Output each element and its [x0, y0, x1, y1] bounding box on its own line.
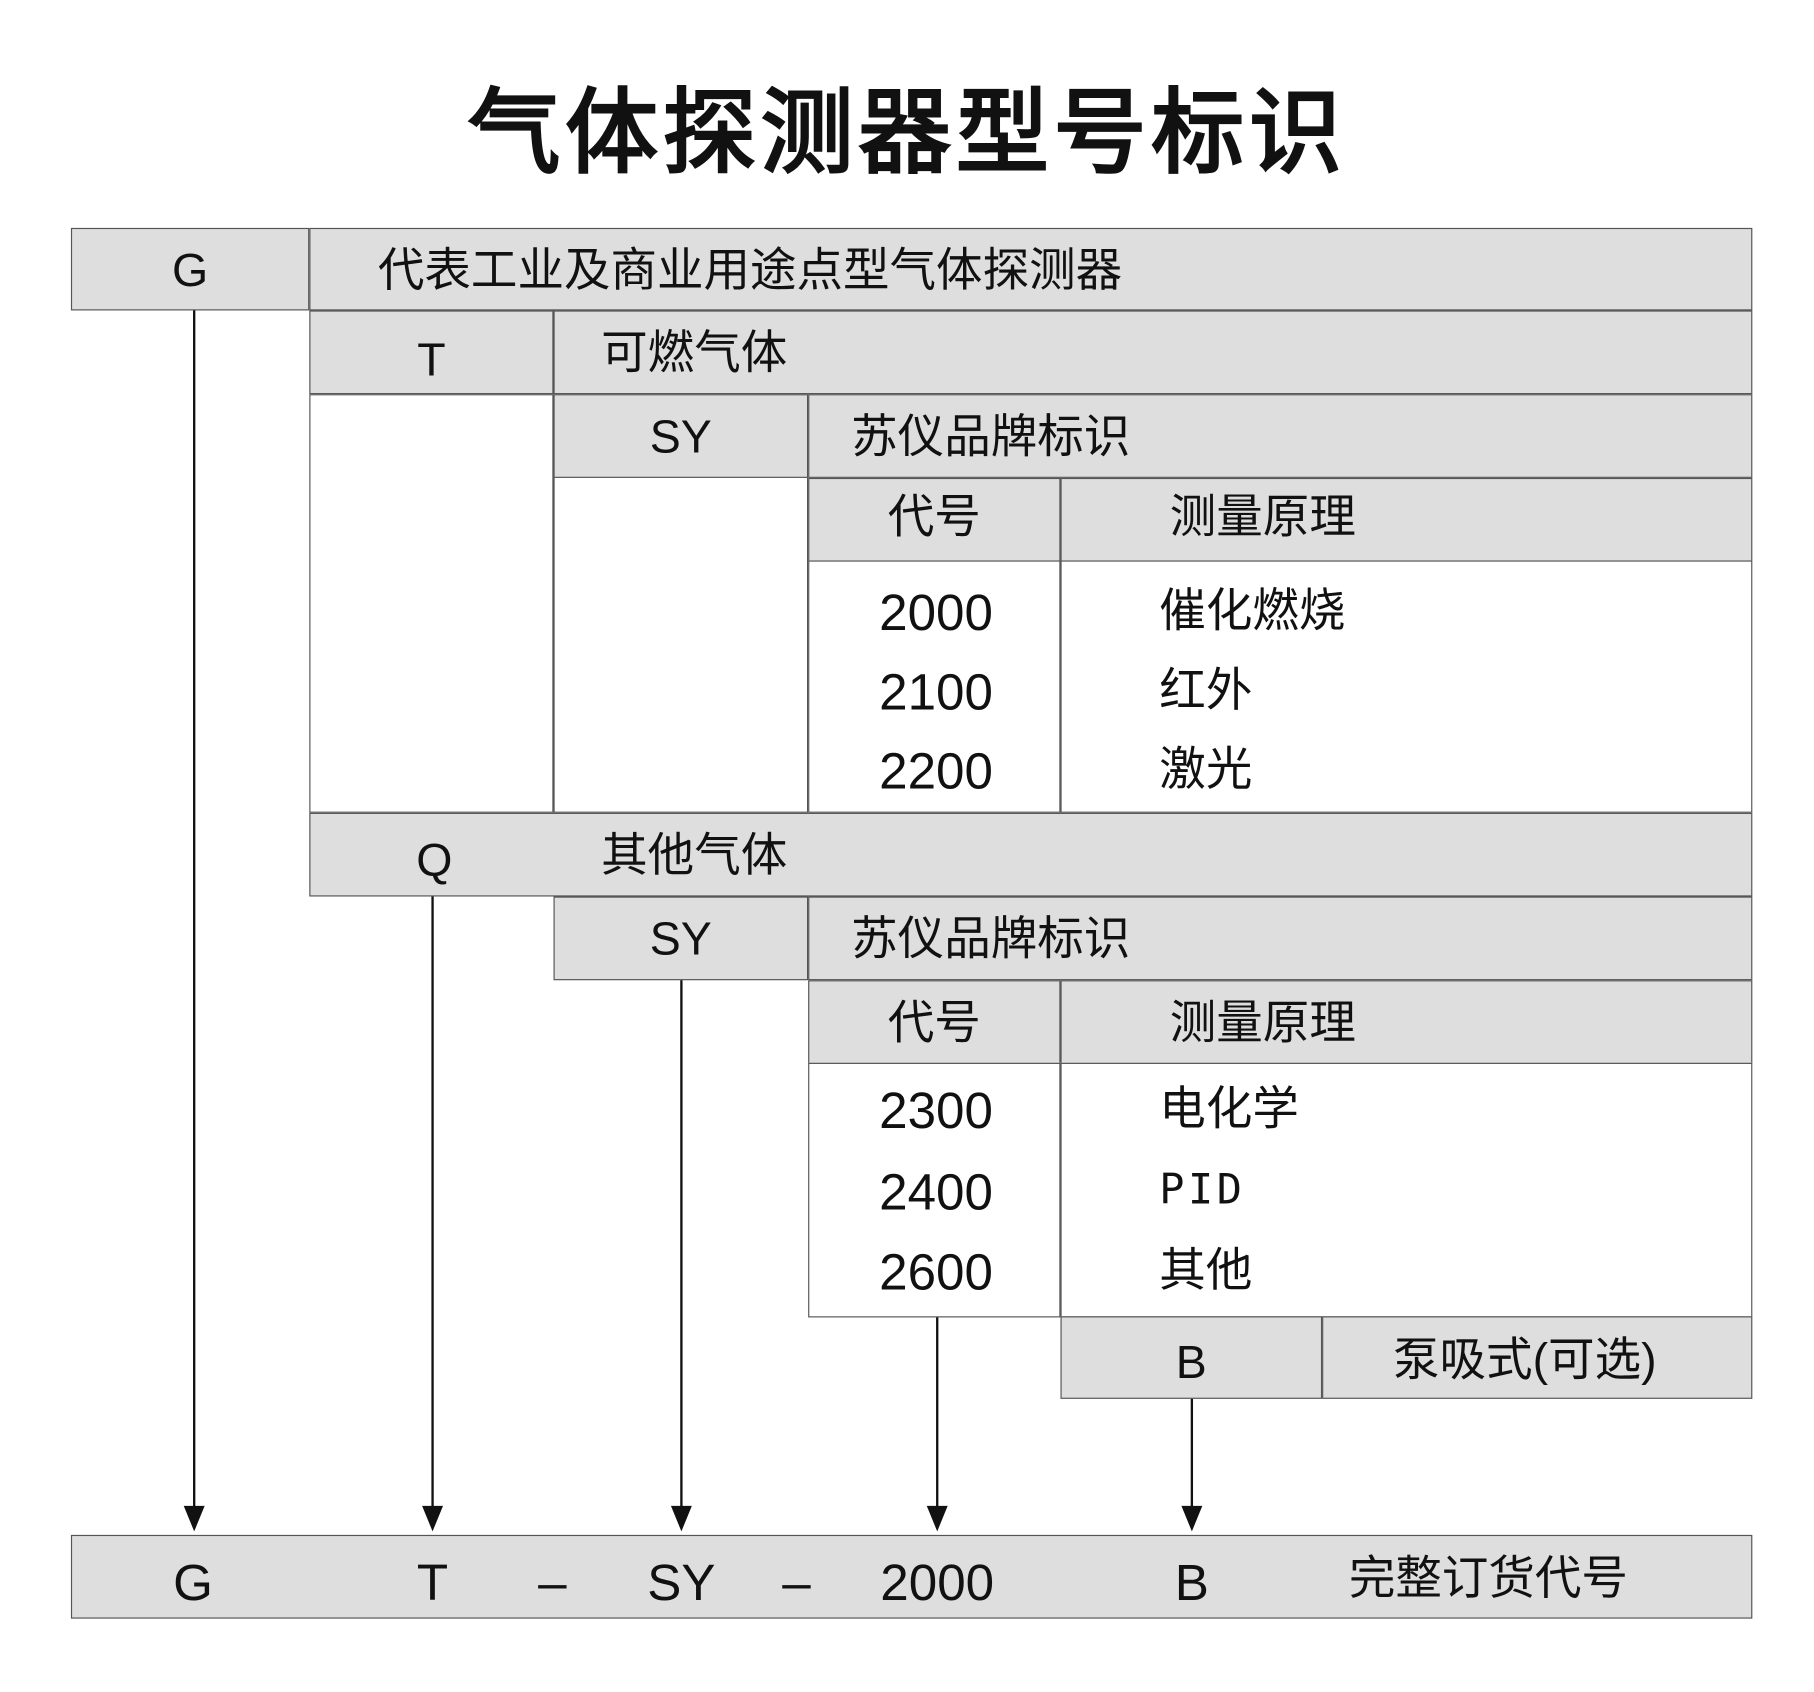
arrow-t-line	[431, 896, 434, 1509]
list1-code: 2100	[879, 663, 993, 721]
sy1-desc: 苏仪品牌标识	[851, 411, 1131, 463]
result-code: 2000	[880, 1554, 995, 1612]
list1-code: 2200	[879, 743, 993, 801]
q-code: Q	[416, 834, 453, 887]
arrow-g-line	[193, 310, 196, 1509]
result-dash: –	[538, 1554, 567, 1612]
g-desc: 代表工业及商业用途点型气体探测器	[377, 245, 1123, 297]
hdr2-code: 代号	[887, 997, 981, 1049]
list1-principle: 激光	[1159, 744, 1253, 796]
arrow-b-line	[1190, 1398, 1194, 1509]
t-desc: 可燃气体	[601, 327, 788, 380]
arrow-down-icon	[183, 1505, 205, 1532]
hdr1-principle-cell	[1060, 477, 1753, 562]
result-t: T	[416, 1554, 449, 1612]
list2-code-cell	[808, 1062, 1061, 1318]
b-code-cell	[1060, 1316, 1323, 1399]
result-b: B	[1174, 1554, 1209, 1612]
arrow-down-icon	[926, 1505, 948, 1532]
arrow-sy-line	[680, 980, 683, 1509]
sy1-code: SY	[649, 411, 712, 463]
list2-code: 2400	[879, 1163, 993, 1221]
sy2-code: SY	[649, 913, 712, 966]
sy2-code-cell	[553, 896, 809, 981]
list1-code: 2000	[879, 584, 993, 642]
list1-principle: 催化燃烧	[1159, 586, 1346, 638]
b-code: B	[1175, 1337, 1207, 1389]
b-desc: 泵吸式(可选)	[1393, 1334, 1657, 1387]
arrow-down-icon	[670, 1505, 692, 1532]
result-sy: SY	[647, 1554, 716, 1612]
result-dash: –	[782, 1554, 811, 1612]
hdr2-principle-cell	[1060, 980, 1753, 1064]
list1-code-cell	[808, 560, 1061, 813]
b-desc-cell	[1322, 1316, 1753, 1399]
list2-principle-cell	[1060, 1062, 1753, 1318]
list2-code: 2300	[879, 1082, 993, 1140]
hdr1-principle: 测量原理	[1169, 491, 1356, 544]
t-desc-cell	[553, 310, 1753, 395]
q-row	[309, 812, 1753, 897]
sy1-desc-cell	[808, 394, 1753, 478]
hdr2-principle: 测量原理	[1169, 997, 1356, 1049]
sy1-code-cell	[553, 394, 809, 478]
sy2-desc: 苏仪品牌标识	[851, 913, 1131, 966]
g-code: G	[172, 245, 209, 297]
list1-principle-cell	[1060, 560, 1753, 813]
q-desc: 其他气体	[601, 830, 788, 882]
arrow-down-icon	[422, 1505, 444, 1532]
hdr2-code-cell	[808, 980, 1061, 1064]
hdr1-code-cell	[808, 477, 1061, 562]
t-code: T	[417, 334, 446, 387]
g-code-cell	[70, 227, 310, 311]
t-code-cell	[309, 310, 554, 395]
result-label: 完整订货代号	[1348, 1553, 1628, 1605]
list2-principle: PID	[1159, 1166, 1246, 1214]
sy2-desc-cell	[808, 896, 1753, 981]
list2-principle: 电化学	[1159, 1083, 1299, 1135]
blank-cell	[553, 476, 809, 813]
result-row	[70, 1534, 1753, 1619]
blank-cell	[309, 394, 554, 813]
arrow-code-line	[936, 1317, 939, 1509]
hdr1-code: 代号	[887, 491, 981, 544]
list1-principle: 红外	[1159, 665, 1253, 717]
page-title: 气体探测器型号标识	[467, 81, 1347, 185]
list2-code: 2600	[879, 1244, 993, 1302]
list2-principle: 其他	[1159, 1245, 1253, 1297]
g-desc-cell	[309, 227, 1753, 311]
result-g: G	[173, 1554, 213, 1612]
arrow-down-icon	[1181, 1505, 1203, 1532]
